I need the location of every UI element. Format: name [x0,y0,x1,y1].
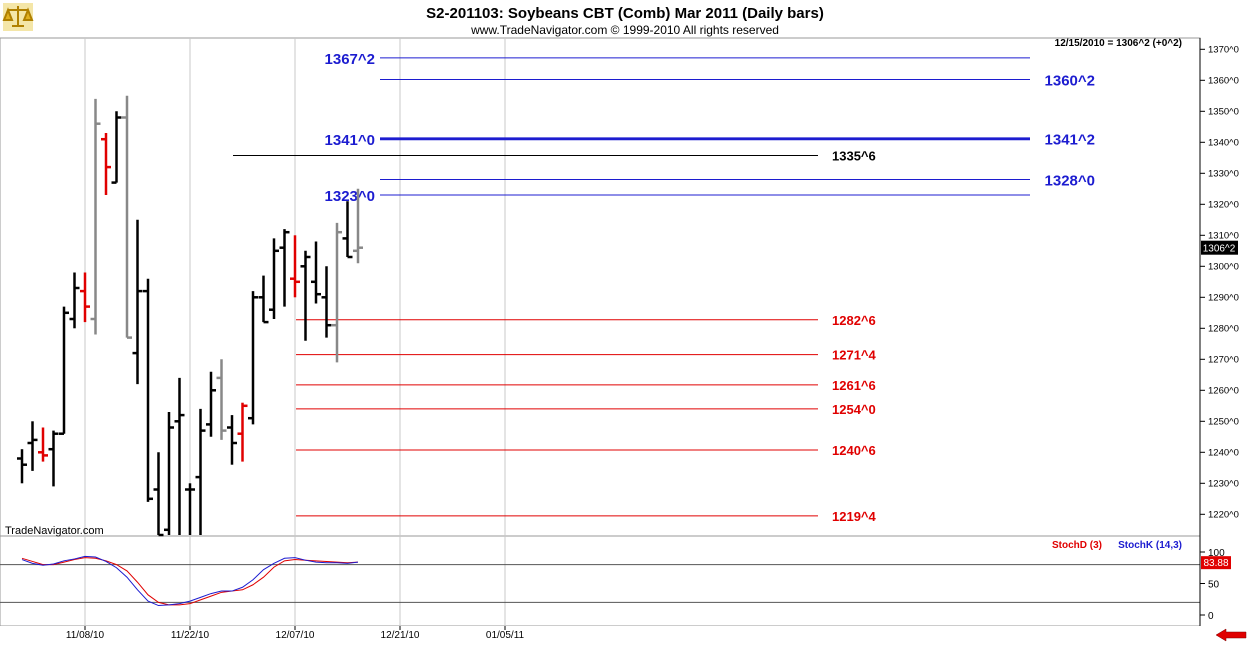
stochk-legend: StochK (14,3) [1118,540,1182,551]
stochd-legend: StochD (3) [1052,540,1102,551]
y-tick-label: 1260^0 [1208,385,1239,396]
ohlc-bar [300,250,311,341]
chart-subtitle: www.TradeNavigator.com © 1999-2010 All r… [470,23,779,37]
ohlc-bar [111,111,122,184]
y-tick-label: 1250^0 [1208,416,1239,427]
support-label: 1219^4 [832,509,877,524]
y-tick-label: 1280^0 [1208,323,1239,334]
stoch-tick-label: 50 [1208,580,1220,591]
ohlc-bar [258,275,269,324]
ohlc-bar [143,278,153,502]
ohlc-bar [216,359,227,440]
x-tick-label: 01/05/11 [486,630,525,641]
resistance-label: 1341^2 [1045,131,1095,148]
quote-readout: 12/15/2010 = 1306^2 (+0^2) [1055,38,1182,49]
support-label: 1271^4 [832,348,877,363]
y-tick-label: 1290^0 [1208,292,1239,303]
stochk-line [21,555,359,607]
y-tick-label: 1310^0 [1208,230,1239,241]
ohlc-bar [69,272,80,329]
scroll-left-arrow-icon[interactable] [1213,628,1247,642]
ohlc-bar [80,272,90,323]
y-tick-label: 1350^0 [1208,106,1239,117]
pivot-label: 1335^6 [832,148,876,163]
ohlc-bar [59,306,69,435]
x-tick-label: 12/21/10 [381,630,420,641]
date-axis-panel [0,626,1250,643]
ohlc-bar [321,266,332,338]
scale-logo-icon [2,3,34,31]
ohlc-bar [27,421,38,471]
resistance-label: 1367^2 [325,51,375,68]
y-tick-label: 1220^0 [1208,509,1239,520]
support-label: 1254^0 [832,402,876,417]
price-bars [17,95,363,537]
ohlc-bar [206,371,216,437]
y-tick-label: 1300^0 [1208,261,1239,272]
stochd-line [21,557,359,606]
ohlc-bar [122,95,132,339]
y-tick-label: 1320^0 [1208,199,1239,210]
y-tick-label: 1240^0 [1208,447,1239,458]
date-axis: 11/08/10 11/22/10 12/07/10 12/21/10 01/05/11 [66,626,525,641]
price-axis: 1370^0 1360^0 1350^0 1340^0 1330^0 1320^0 1310… [1199,38,1239,536]
ohlc-bar [269,238,279,319]
resistance-label: 1360^2 [1045,73,1095,90]
price-axis-panel [1200,38,1250,536]
ohlc-bar [38,427,48,462]
stoch-last-tag-text: 83.88 [1203,558,1228,569]
stoch-tick-label: 0 [1208,611,1214,622]
stoch-gridlines [0,564,1200,603]
ohlc-bar [164,412,174,535]
x-tick-label: 11/08/10 [66,630,105,641]
x-tick-label: 11/22/10 [171,630,210,641]
y-tick-label: 1370^0 [1208,44,1239,55]
ohlc-bar [311,241,321,304]
ohlc-bar [90,98,101,335]
ohlc-bar [332,222,342,363]
y-tick-label: 1230^0 [1208,478,1239,489]
support-label: 1261^6 [832,378,876,393]
ohlc-bar [195,408,206,535]
ohlc-bar [174,377,185,535]
y-tick-label: 1340^0 [1208,137,1239,148]
level-lines: 1367^2 1360^2 1341^0 1341^2 1328^0 1323^0 1335… [233,51,1095,524]
ohlc-bar [237,402,248,462]
watermark: TradeNavigator.com [5,525,104,537]
ohlc-bar [185,483,195,535]
ohlc-bar [290,235,300,298]
resistance-label: 1328^0 [1045,173,1095,190]
ohlc-bar [342,201,353,259]
y-tick-label: 1270^0 [1208,354,1239,365]
ohlc-bar [248,291,258,425]
stoch-axis: 100 50 0 [1199,536,1225,626]
ohlc-bar [353,188,363,264]
resistance-label: 1323^0 [325,188,375,205]
stoch-tick-label: 100 [1208,548,1225,559]
last-price-tag: 1306^2 [1201,240,1238,255]
ohlc-bar [227,415,237,465]
support-label: 1240^6 [832,443,876,458]
x-tick-label: 12/07/10 [276,630,315,641]
resistance-label: 1341^0 [325,132,375,149]
ohlc-bar [48,430,59,487]
support-label: 1282^6 [832,313,876,328]
stoch-last-tag: 83.88 [1201,556,1231,570]
ohlc-bar [153,452,164,537]
y-tick-label: 1330^0 [1208,168,1239,179]
y-tick-label: 1360^0 [1208,75,1239,86]
last-price-tag-text: 1306^2 [1203,244,1236,255]
ohlc-bar [17,449,27,484]
ohlc-bar [132,219,143,385]
ohlc-bar [101,133,111,195]
chart-title: S2-201103: Soybeans CBT (Comb) Mar 2011 … [426,5,824,22]
stoch-lines [21,555,359,607]
ohlc-bar [279,229,290,307]
stoch-plot-area [0,535,1201,627]
